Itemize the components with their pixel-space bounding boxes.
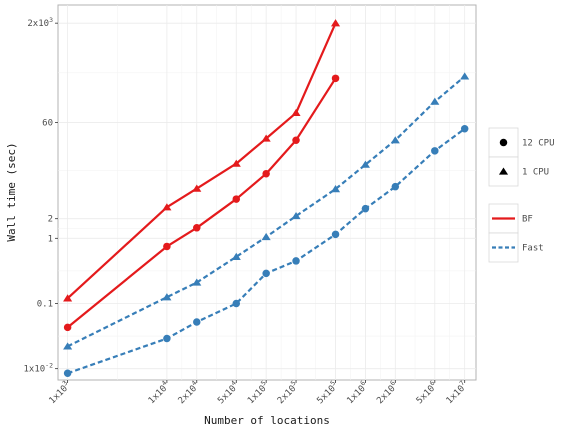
data-point-fast-12-cpu	[460, 124, 469, 133]
data-point-bf-12-cpu	[292, 136, 300, 144]
x-tick-label: 5x106	[413, 379, 440, 406]
legend-circle-icon	[499, 138, 508, 147]
data-point-bf-12-cpu	[63, 323, 72, 332]
legend: 12 CPU 1 CPU BF Fast	[488, 127, 555, 263]
legend-key-box	[488, 156, 519, 187]
data-point-fast-12-cpu	[262, 269, 270, 278]
legend-label: Fast	[522, 244, 544, 254]
data-point-fast-12-cpu	[292, 257, 300, 265]
data-point-bf-1-cpu	[291, 108, 301, 117]
x-tick-label: 5x105	[313, 379, 340, 406]
data-point-fast-1-cpu	[63, 342, 73, 350]
y-tick-label: 0.1	[37, 299, 53, 309]
legend-label: 12 CPU	[522, 139, 555, 149]
data-point-bf-1-cpu	[261, 134, 271, 142]
y-tick-label: 2	[48, 215, 53, 225]
data-point-fast-12-cpu	[163, 334, 171, 343]
y-tick-label: 2x103	[27, 16, 53, 29]
data-point-fast-1-cpu	[162, 293, 172, 301]
x-tick-label: 2x104	[175, 379, 202, 406]
data-point-fast-1-cpu	[390, 136, 400, 144]
y-tick-label: 1	[48, 234, 53, 244]
x-tick-label: 5x104	[214, 379, 241, 406]
data-point-fast-1-cpu	[192, 278, 202, 286]
data-point-bf-1-cpu	[63, 294, 73, 302]
data-point-fast-1-cpu	[460, 72, 470, 80]
data-point-fast-1-cpu	[291, 211, 301, 220]
data-point-bf-1-cpu	[162, 203, 172, 211]
data-point-bf-1-cpu	[192, 184, 202, 192]
x-tick-label: 1x104	[145, 379, 172, 406]
data-point-fast-12-cpu	[63, 369, 72, 378]
data-point-fast-1-cpu	[330, 185, 341, 193]
y-tick-label: 60	[42, 118, 53, 128]
data-point-fast-1-cpu	[231, 252, 241, 260]
data-point-bf-12-cpu	[232, 195, 241, 203]
data-point-fast-12-cpu	[331, 230, 340, 239]
x-tick-label: 1x107	[443, 379, 470, 406]
data-point-bf-12-cpu	[262, 169, 270, 178]
data-point-bf-12-cpu	[331, 74, 340, 83]
data-point-fast-12-cpu	[391, 182, 400, 191]
y-axis-title: Wall time (sec)	[5, 142, 18, 241]
series-bf-1-cpu	[63, 19, 341, 302]
major-gridlines	[58, 5, 476, 380]
data-point-bf-1-cpu	[330, 19, 341, 27]
plot-panel	[57, 4, 477, 381]
series-layer	[63, 19, 470, 378]
data-point-fast-12-cpu	[431, 147, 439, 155]
data-point-fast-1-cpu	[360, 160, 370, 168]
legend-label: 1 CPU	[522, 168, 549, 178]
data-point-fast-1-cpu	[430, 97, 440, 105]
series-fast-12-cpu	[63, 124, 469, 378]
x-tick-label: 1x106	[343, 379, 370, 406]
data-point-bf-12-cpu	[163, 242, 171, 251]
x-tick-label: 2x106	[373, 379, 400, 406]
legend-line: BF Fast	[488, 203, 544, 263]
data-point-fast-12-cpu	[361, 204, 370, 213]
series-line-fast-1-cpu	[67, 75, 466, 348]
data-point-bf-12-cpu	[193, 224, 201, 232]
data-point-fast-1-cpu	[261, 232, 271, 241]
x-tick-label: 2x105	[274, 379, 301, 406]
data-point-fast-12-cpu	[193, 318, 201, 326]
legend-label: BF	[522, 215, 533, 225]
y-axis: 1x10-2 0.1 1 2 60 2x103	[23, 16, 58, 375]
legend-triangle-icon	[498, 167, 509, 175]
series-bf-12-cpu	[63, 74, 340, 332]
x-tick-label: 1x103	[45, 379, 72, 406]
data-point-bf-1-cpu	[231, 159, 241, 167]
x-axis-title: Number of locations	[204, 414, 330, 427]
series-fast-1-cpu	[63, 72, 470, 350]
x-tick-label: 1x105	[244, 379, 271, 406]
y-tick-label: 1x10-2	[23, 362, 53, 375]
legend-shape: 12 CPU 1 CPU	[488, 127, 555, 187]
data-point-fast-12-cpu	[232, 299, 241, 308]
